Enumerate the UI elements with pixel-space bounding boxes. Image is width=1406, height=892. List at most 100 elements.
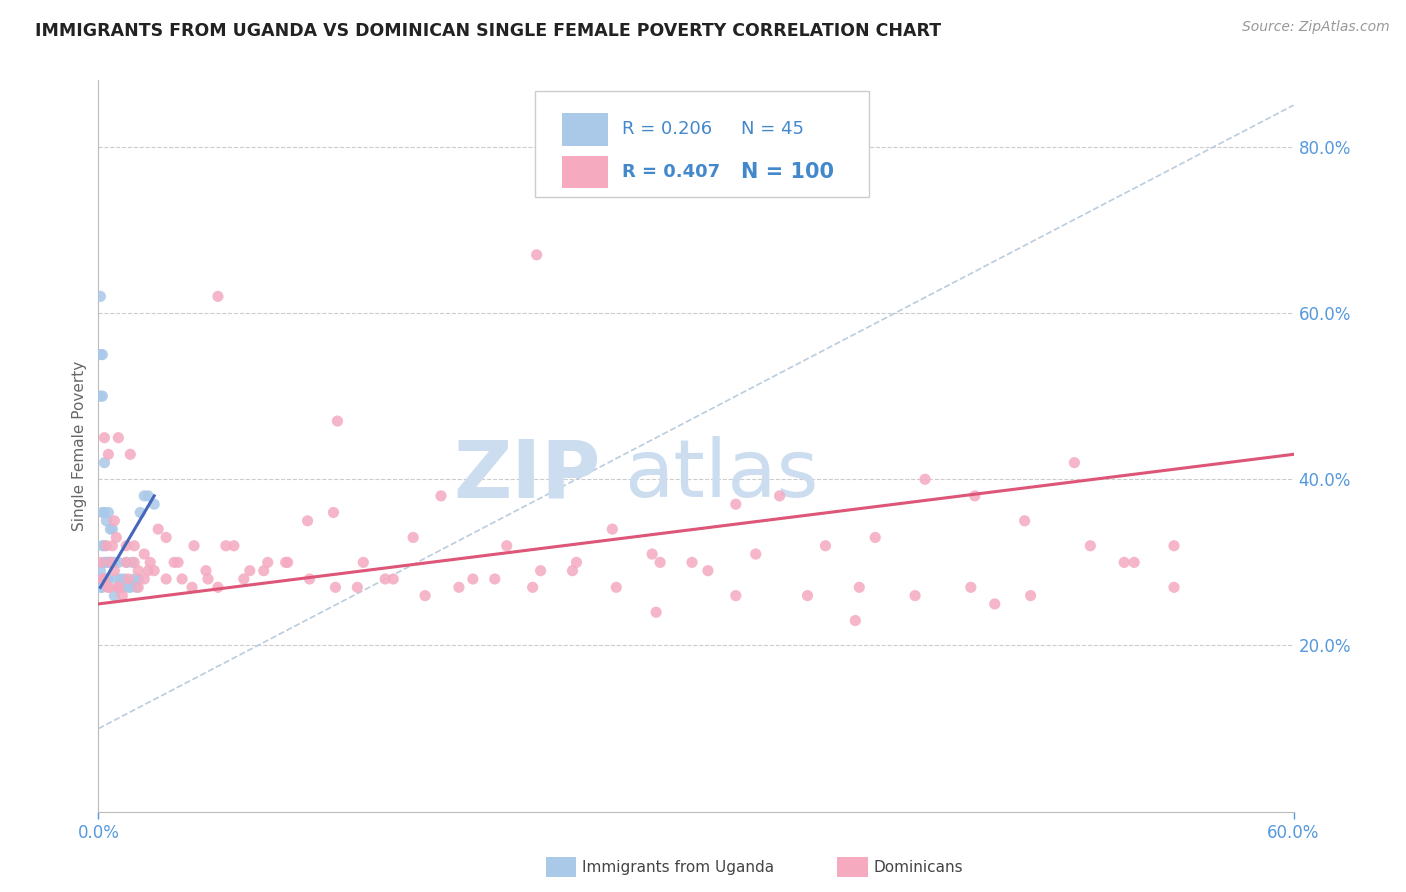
Point xyxy=(163,555,186,569)
Point xyxy=(103,514,125,528)
Point xyxy=(103,589,125,603)
Point xyxy=(745,547,768,561)
Point xyxy=(256,555,278,569)
Point xyxy=(215,539,238,553)
Point xyxy=(120,580,142,594)
Point xyxy=(93,572,115,586)
Point xyxy=(103,555,125,569)
Point xyxy=(844,614,866,628)
Point xyxy=(195,564,218,578)
Point xyxy=(129,506,152,520)
Point xyxy=(848,580,870,594)
Point xyxy=(277,555,299,569)
Point xyxy=(91,506,114,520)
Point xyxy=(91,347,114,362)
Point xyxy=(352,555,374,569)
Point xyxy=(1163,580,1185,594)
Point xyxy=(232,572,254,586)
Point xyxy=(143,497,166,511)
Point xyxy=(97,447,120,461)
Point xyxy=(402,530,425,544)
Point xyxy=(121,555,143,569)
Point xyxy=(91,572,114,586)
Point xyxy=(167,555,190,569)
Point xyxy=(134,547,156,561)
Point xyxy=(96,514,118,528)
Point xyxy=(115,555,138,569)
Point xyxy=(89,289,111,303)
Point xyxy=(605,580,627,594)
Point xyxy=(382,572,405,586)
Text: Immigrants from Uganda: Immigrants from Uganda xyxy=(582,860,775,874)
Point xyxy=(89,580,111,594)
Point xyxy=(526,248,548,262)
Point xyxy=(107,580,129,594)
Point xyxy=(93,456,115,470)
Point xyxy=(1014,514,1036,528)
Point xyxy=(769,489,792,503)
Point xyxy=(117,580,139,594)
Point xyxy=(97,572,120,586)
Point xyxy=(724,497,747,511)
Point xyxy=(127,572,149,586)
Point xyxy=(105,530,128,544)
Point xyxy=(93,555,115,569)
Point xyxy=(522,580,544,594)
Point xyxy=(155,530,177,544)
Point xyxy=(222,539,245,553)
Point xyxy=(172,572,194,586)
Point xyxy=(101,539,124,553)
Point xyxy=(326,414,349,428)
Point xyxy=(101,555,124,569)
Point xyxy=(89,564,111,578)
Point xyxy=(115,555,138,569)
Point xyxy=(484,572,506,586)
Point xyxy=(96,539,118,553)
Text: N = 100: N = 100 xyxy=(741,162,834,182)
Point xyxy=(107,431,129,445)
Point xyxy=(100,555,122,569)
Point xyxy=(136,489,159,503)
Point xyxy=(124,572,146,586)
Point xyxy=(641,547,664,561)
Point xyxy=(1063,456,1085,470)
Point xyxy=(125,580,148,594)
Point xyxy=(960,580,983,594)
Point xyxy=(93,506,115,520)
Point xyxy=(645,605,668,619)
Point xyxy=(96,555,118,569)
Point xyxy=(115,539,138,553)
Point xyxy=(136,564,159,578)
Bar xyxy=(562,156,607,188)
Point xyxy=(648,555,672,569)
Point xyxy=(297,514,319,528)
Point xyxy=(374,572,396,586)
Text: N = 45: N = 45 xyxy=(741,120,804,138)
Point xyxy=(863,530,887,544)
Point xyxy=(197,572,219,586)
Point xyxy=(127,580,149,594)
Point xyxy=(100,555,122,569)
Point xyxy=(111,580,134,594)
Point xyxy=(346,580,368,594)
Point xyxy=(93,572,115,586)
Point xyxy=(814,539,837,553)
Point xyxy=(91,580,114,594)
Point xyxy=(530,564,553,578)
Text: Source: ZipAtlas.com: Source: ZipAtlas.com xyxy=(1241,20,1389,34)
Point xyxy=(298,572,321,586)
Point xyxy=(681,555,703,569)
Point xyxy=(155,572,177,586)
Point xyxy=(325,580,347,594)
Point xyxy=(183,539,205,553)
Point xyxy=(984,597,1007,611)
Text: R = 0.206: R = 0.206 xyxy=(621,120,711,138)
Point xyxy=(101,522,124,536)
Point xyxy=(1080,539,1102,553)
Point xyxy=(447,580,470,594)
Point xyxy=(963,489,986,503)
Point xyxy=(697,564,720,578)
Point xyxy=(91,389,114,403)
Point xyxy=(105,572,128,586)
Point xyxy=(181,580,204,594)
